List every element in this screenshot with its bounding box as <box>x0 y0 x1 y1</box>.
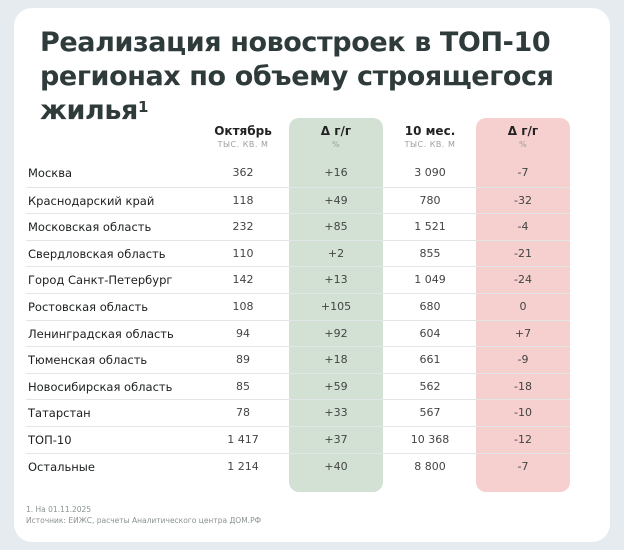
delta-ten-months-value: -7 <box>517 459 529 473</box>
ten-months-value: 3 090 <box>414 166 446 179</box>
footnote-date: 1. На 01.11.2025 <box>26 505 92 514</box>
ten-months-value: 567 <box>419 406 441 420</box>
title-line-1: Реализация новостроек в ТОП-10 <box>40 27 551 58</box>
region-name: Остальные <box>28 459 95 474</box>
table-row: Московская область 232 +85 1 521 -4 <box>26 213 570 240</box>
header-delta-october-unit: % <box>331 140 341 149</box>
delta-ten-months-value: -24 <box>514 273 532 287</box>
table-row: Ленинградская область 94 +92 604 +7 <box>26 319 570 347</box>
title-footnote-mark: 1 <box>137 98 149 116</box>
table-row: Свердловская область 110 +2 855 -21 <box>26 239 570 267</box>
header-october: Октябрь ТЫС. КВ. М <box>196 124 290 151</box>
october-value: 110 <box>232 246 254 260</box>
table-row: Москва 362 +16 3 090 -7 <box>26 160 570 187</box>
ten-months-value: 661 <box>419 353 441 367</box>
delta-ten-months-value: -21 <box>514 246 532 260</box>
delta-october-value: +2 <box>327 246 345 260</box>
header-october-unit: ТЫС. КВ. М <box>217 140 269 149</box>
table-row: Тюменская область 89 +18 661 -9 <box>26 346 570 373</box>
header-delta-october: Δ г/г % <box>289 124 383 151</box>
header-delta-10-months: Δ г/г % <box>476 124 570 151</box>
delta-october-value: +105 <box>320 299 352 313</box>
ten-months-value: 1 521 <box>414 220 446 234</box>
ten-months-value: 1 049 <box>414 273 446 287</box>
region-name: Татарстан <box>28 406 91 421</box>
header-10-months-label: 10 мес. <box>404 124 456 138</box>
delta-october-value: +37 <box>324 432 348 446</box>
footnote: 1. На 01.11.2025 Источник: ЕИЖС, расчеты… <box>26 504 261 526</box>
october-value: 108 <box>232 299 254 313</box>
footnote-source: Источник: ЕИЖС, расчеты Аналитического ц… <box>26 516 262 525</box>
table-row: Остальные 1 214 +40 8 800 -7 <box>26 452 570 480</box>
data-table: Москва 362 +16 3 090 -7 Краснодарский край 118… <box>26 160 570 479</box>
october-value: 78 <box>236 406 250 420</box>
region-name: Краснодарский край <box>28 193 155 208</box>
region-name: Ростовская область <box>28 299 149 314</box>
october-value: 89 <box>236 353 250 367</box>
region-name: Москва <box>28 166 73 180</box>
ten-months-value: 604 <box>419 326 441 340</box>
region-name: Город Санкт-Петербург <box>28 273 173 288</box>
ten-months-value: 780 <box>419 193 441 207</box>
october-value: 1 214 <box>227 459 259 473</box>
ten-months-value: 10 368 <box>410 432 450 446</box>
october-value: 142 <box>232 273 254 287</box>
delta-ten-months-value: -4 <box>517 220 529 234</box>
table-row: Новосибирская область 85 +59 562 -18 <box>26 372 570 400</box>
delta-ten-months-value: -7 <box>517 166 529 179</box>
header-delta-10-months-unit: % <box>518 140 528 149</box>
delta-ten-months-value: +7 <box>514 326 532 340</box>
region-name: Новосибирская область <box>28 379 173 394</box>
header-delta-october-label: Δ г/г <box>320 124 352 138</box>
delta-october-value: +49 <box>324 193 348 207</box>
page-title: Реализация новостроек в ТОП-10 регионах … <box>40 26 600 128</box>
ten-months-value: 562 <box>419 379 441 393</box>
delta-october-value: +85 <box>324 220 348 234</box>
delta-ten-months-value: -9 <box>517 353 529 367</box>
region-name: Ленинградская область <box>28 326 174 341</box>
october-value: 1 417 <box>227 432 259 446</box>
table-row: ТОП-10 1 417 +37 10 368 -12 <box>26 425 570 453</box>
delta-ten-months-value: 0 <box>519 299 527 313</box>
title-line-3: жилья1 <box>40 94 600 128</box>
header-10-months: 10 мес. ТЫС. КВ. М <box>383 124 477 151</box>
october-value: 118 <box>232 193 254 207</box>
delta-october-column-highlight <box>289 118 383 492</box>
ten-months-value: 680 <box>419 299 441 313</box>
header-10-months-unit: ТЫС. КВ. М <box>404 140 456 149</box>
table-row: Краснодарский край 118 +49 780 -32 <box>26 186 570 214</box>
delta-october-value: +13 <box>324 273 348 287</box>
october-value: 94 <box>236 326 250 340</box>
delta-october-value: +18 <box>324 353 348 367</box>
delta-october-value: +40 <box>324 459 348 473</box>
table-row: Город Санкт-Петербург 142 +13 1 049 -24 <box>26 266 570 293</box>
delta-ten-months-value: -10 <box>514 406 532 420</box>
delta-october-value: +92 <box>324 326 348 340</box>
ten-months-value: 8 800 <box>414 459 446 473</box>
delta-10months-column-highlight <box>476 118 570 492</box>
delta-october-value: +59 <box>324 379 348 393</box>
delta-ten-months-value: -18 <box>514 379 532 393</box>
delta-ten-months-value: -32 <box>514 193 532 207</box>
october-value: 85 <box>236 379 250 393</box>
header-october-label: Октябрь <box>214 124 272 138</box>
header-delta-10-months-label: Δ г/г <box>507 124 539 138</box>
table-row: Татарстан 78 +33 567 -10 <box>26 399 570 426</box>
ten-months-value: 855 <box>419 246 441 260</box>
region-name: Тюменская область <box>28 353 148 368</box>
delta-ten-months-value: -12 <box>514 432 532 446</box>
region-name: Московская область <box>28 220 152 235</box>
region-name: Свердловская область <box>28 246 166 261</box>
october-value: 362 <box>232 166 254 179</box>
delta-october-value: +33 <box>324 406 348 420</box>
title-line-3-text: жилья <box>40 95 138 126</box>
region-name: ТОП-10 <box>28 432 72 447</box>
title-line-2: регионах по объему строящегося <box>40 61 554 92</box>
table-row: Ростовская область 108 +105 680 0 <box>26 292 570 320</box>
october-value: 232 <box>232 220 254 234</box>
delta-october-value: +16 <box>324 166 348 179</box>
